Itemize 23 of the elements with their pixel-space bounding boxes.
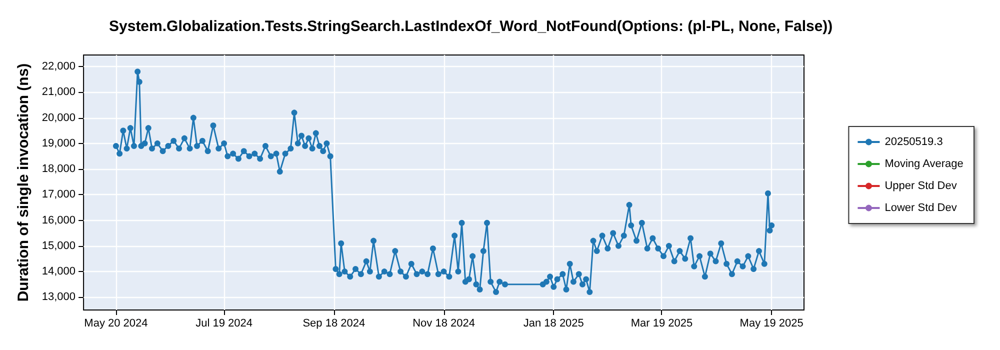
y-tick-label: 13,000 — [42, 291, 76, 304]
x-tick-label: May 20 2024 — [84, 318, 148, 330]
x-tick-label: Jan 18 2025 — [523, 318, 584, 330]
y-tick-label: 15,000 — [42, 240, 76, 252]
y-tick-label: 14,000 — [42, 266, 76, 278]
x-tick-label: Nov 18 2024 — [412, 318, 475, 330]
legend-label: 20250519.3 — [884, 136, 943, 148]
y-tick-label: 19,000 — [42, 137, 76, 150]
y-tick-label: 17,000 — [42, 188, 76, 201]
legend-label: Lower Std Dev — [884, 202, 958, 214]
x-tick-label: May 19 2025 — [740, 318, 804, 330]
y-tick-label: 21,000 — [42, 86, 76, 98]
y-tick-label: 18,000 — [42, 163, 76, 176]
legend-label: Upper Std Dev — [884, 180, 958, 192]
y-tick-label: 16,000 — [42, 214, 76, 226]
y-axis-title: Duration of single invocation (ns) — [15, 63, 32, 302]
x-tick-label: Sep 18 2024 — [302, 318, 366, 330]
x-tick-label: Mar 19 2025 — [630, 318, 693, 330]
x-tick-label: Jul 19 2024 — [196, 318, 252, 330]
y-tick-label: 20,000 — [42, 112, 76, 124]
legend-label: Moving Average — [884, 158, 964, 170]
y-tick-label: 22,000 — [42, 60, 76, 73]
chart-title: System.Globalization.Tests.StringSearch.LastIndexOf_Word_NotFound(Options: (pl-PL, None, False)) — [109, 18, 833, 35]
